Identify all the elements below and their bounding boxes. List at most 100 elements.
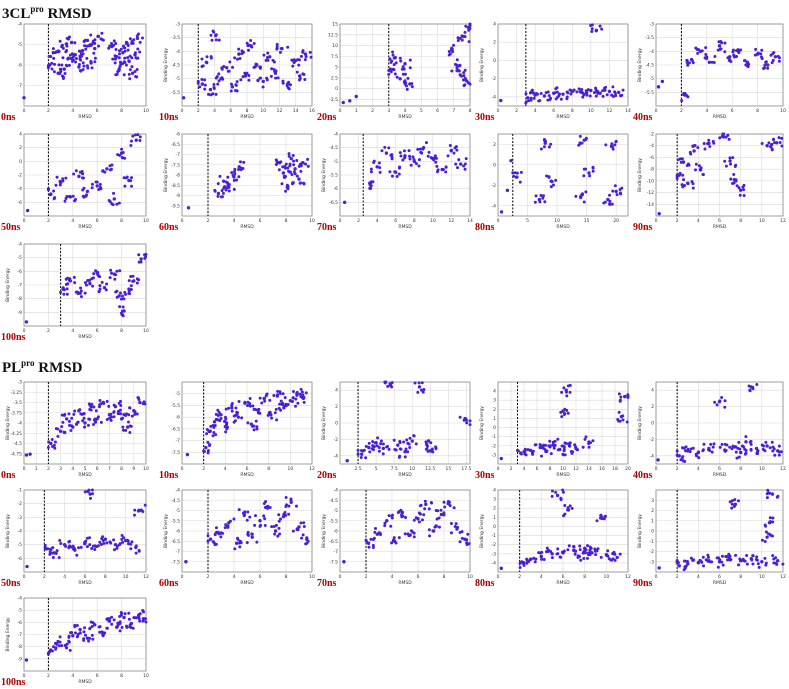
data-point xyxy=(134,138,138,142)
y-tick-label: -6.5 xyxy=(329,200,338,206)
x-tick-label: 12 xyxy=(277,108,283,114)
data-point xyxy=(52,56,56,60)
data-point xyxy=(266,58,270,62)
y-tick-label: 2 xyxy=(493,506,496,512)
y-axis-label: Binding Energy xyxy=(479,406,485,441)
data-point xyxy=(434,160,438,164)
data-point xyxy=(393,170,397,174)
data-point xyxy=(387,146,391,150)
data-point xyxy=(121,540,125,544)
data-point xyxy=(287,80,291,84)
data-point xyxy=(429,501,433,505)
data-point xyxy=(575,90,579,94)
y-tick-label: -1 xyxy=(650,539,655,545)
data-point xyxy=(250,45,254,49)
data-point xyxy=(426,154,430,158)
data-point xyxy=(613,143,617,147)
data-point xyxy=(106,618,110,622)
data-point xyxy=(237,175,241,179)
data-point xyxy=(115,546,119,550)
data-point xyxy=(93,56,97,60)
data-point xyxy=(133,412,137,416)
data-point xyxy=(24,320,29,324)
data-point xyxy=(387,447,391,451)
data-point xyxy=(50,551,54,555)
data-point xyxy=(301,533,305,537)
x-tick-label: 6 xyxy=(96,108,99,114)
data-point xyxy=(277,406,281,410)
data-point xyxy=(499,456,503,461)
time-label-3cl-50ns: 50ns xyxy=(1,222,21,233)
x-tick-label: 12 xyxy=(780,218,786,224)
data-point xyxy=(468,423,472,427)
data-point xyxy=(263,523,267,527)
data-point xyxy=(302,181,306,185)
data-point xyxy=(115,202,119,206)
data-point xyxy=(53,446,57,450)
data-point xyxy=(427,507,431,511)
data-point xyxy=(129,542,133,546)
data-point xyxy=(296,401,300,405)
time-label-3cl-10ns: 10ns xyxy=(159,112,179,123)
data-point xyxy=(299,164,303,168)
data-point xyxy=(138,612,142,616)
data-point xyxy=(99,187,103,191)
data-point xyxy=(57,644,61,648)
data-point xyxy=(299,54,303,58)
data-point xyxy=(46,188,50,192)
data-point xyxy=(570,506,574,510)
data-point xyxy=(774,561,778,565)
chart-svg-pl-30ns: 0 2 4 6 8 10 12 14 16 18 20-3-2-101234RMSDBinding … xyxy=(479,381,631,478)
data-point xyxy=(126,539,130,543)
data-point xyxy=(618,552,622,556)
data-point xyxy=(463,30,467,34)
data-point xyxy=(780,136,784,140)
data-point xyxy=(247,74,251,78)
data-point xyxy=(728,445,732,449)
data-point xyxy=(96,34,100,38)
data-point xyxy=(88,281,92,286)
data-point xyxy=(569,92,573,96)
data-point xyxy=(381,452,385,456)
data-point xyxy=(98,182,102,186)
data-point xyxy=(231,65,235,69)
data-point xyxy=(292,159,296,163)
data-point xyxy=(208,87,213,92)
data-point xyxy=(24,658,29,662)
data-point xyxy=(606,549,610,553)
data-point xyxy=(419,388,423,392)
data-point xyxy=(88,543,92,547)
y-tick-label: 4 xyxy=(493,488,496,494)
data-point xyxy=(240,49,244,53)
data-point xyxy=(697,456,701,460)
data-point xyxy=(46,446,50,450)
data-point xyxy=(298,181,302,185)
y-axis-label: Binding Energy xyxy=(5,617,11,652)
data-point xyxy=(459,162,463,166)
data-point xyxy=(75,553,79,557)
x-tick-label: 0 xyxy=(181,108,184,114)
data-point xyxy=(711,139,715,143)
data-point xyxy=(542,94,547,98)
x-tick-label: 2 xyxy=(207,218,210,224)
data-point xyxy=(225,423,229,427)
data-point xyxy=(754,47,758,51)
data-point xyxy=(424,141,428,145)
data-point xyxy=(272,68,276,72)
data-point xyxy=(53,62,57,66)
data-point xyxy=(207,430,211,434)
data-point xyxy=(126,425,130,429)
y-tick-label: -3.75 xyxy=(10,410,22,416)
data-point xyxy=(130,184,134,188)
data-point xyxy=(121,150,125,154)
x-tick-label: 1 xyxy=(35,466,38,472)
data-point xyxy=(261,85,265,89)
data-point xyxy=(580,192,584,196)
data-point xyxy=(88,407,92,411)
data-point xyxy=(611,147,615,151)
data-point xyxy=(86,423,90,427)
data-point xyxy=(227,406,231,410)
data-point xyxy=(79,286,83,290)
chart-svg-pl-70ns: 0 2 4 6 8 10-7.5-7-6.5-6-5.5-5-4.5-4RMSDBindi… xyxy=(321,488,473,587)
data-point xyxy=(121,294,125,298)
